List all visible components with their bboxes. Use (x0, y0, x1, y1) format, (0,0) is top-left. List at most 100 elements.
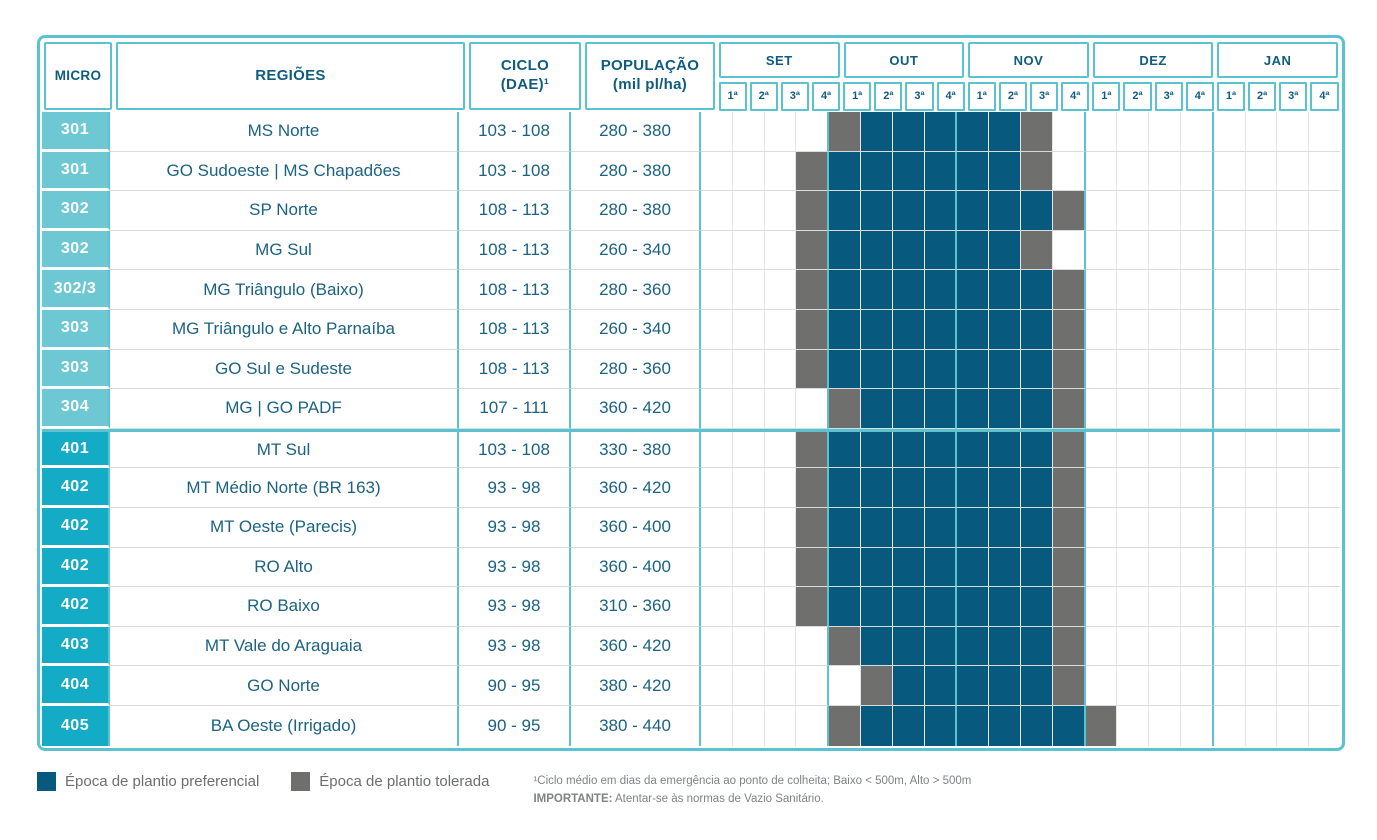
timeline-cell (1309, 152, 1340, 192)
timeline-cell (732, 587, 765, 627)
timeline-cell (924, 468, 958, 508)
timeline-cell (1180, 270, 1214, 310)
timeline-cell (1245, 112, 1278, 152)
timeline (701, 309, 1340, 350)
month-column-nov: NOV 1ª 2ª 3ª 4ª (966, 40, 1091, 112)
timeline-cell (1149, 191, 1181, 231)
timeline-cell (1052, 151, 1086, 192)
timeline-cell (1245, 309, 1278, 350)
timeline-cell (892, 431, 925, 469)
timeline-cell (957, 626, 990, 667)
timeline-cell (1052, 309, 1086, 350)
region-name: MT Oeste (Parecis) (110, 507, 459, 548)
ciclo-value: 93 - 98 (459, 468, 571, 508)
timeline-cell (1085, 349, 1118, 390)
week-label: 2ª (749, 81, 778, 111)
timeline-cell (1052, 587, 1086, 627)
timeline-cell (892, 112, 925, 152)
timeline-cell (1180, 626, 1214, 667)
timeline-cell (892, 270, 925, 310)
timeline-cell (732, 431, 765, 469)
ciclo-value: 103 - 108 (459, 431, 571, 469)
timeline-cell (924, 270, 958, 310)
timeline-cell (989, 587, 1021, 627)
timeline-cell (924, 626, 958, 667)
timeline-cell (924, 507, 958, 548)
timeline-cell (1245, 151, 1278, 192)
micro-code: 402 (42, 507, 110, 548)
week-label: 2ª (998, 81, 1027, 111)
timeline-cell (1213, 112, 1246, 152)
ciclo-value: 93 - 98 (459, 547, 571, 588)
timeline-cell (1085, 389, 1118, 429)
timeline-cell (1020, 151, 1053, 192)
populacao-value: 280 - 380 (571, 112, 701, 152)
timeline-cell (1149, 468, 1181, 508)
timeline-cell (989, 309, 1021, 350)
legend-item-tolerada: Época de plantio tolerada (291, 772, 489, 791)
weeks-row: 1ª 2ª 3ª 4ª (717, 80, 842, 112)
region-name: MG Triângulo e Alto Parnaíba (110, 309, 459, 350)
timeline-cell (924, 666, 958, 706)
timeline-cell (1020, 191, 1053, 231)
timeline-cell (796, 349, 830, 390)
timeline-cell (892, 389, 925, 429)
timeline-cell (989, 626, 1021, 667)
timeline (701, 349, 1340, 390)
timeline-cell (860, 587, 893, 627)
timeline-cell (924, 389, 958, 429)
micro-code: 302 (42, 230, 110, 271)
timeline-cell (732, 151, 765, 192)
timeline-cell (1213, 191, 1246, 231)
month-label: NOV (968, 42, 1089, 78)
populacao-value: 360 - 420 (571, 389, 701, 429)
timeline-cell (860, 270, 893, 310)
timeline-cell (924, 151, 958, 192)
week-label: 1ª (718, 81, 747, 111)
timeline-cell (1309, 587, 1340, 627)
timeline-cell (764, 626, 797, 667)
micro-code: 302/3 (42, 270, 110, 310)
timeline-cell (1020, 507, 1053, 548)
timeline (701, 230, 1340, 271)
header-ciclo: CICLO (DAE)¹ (469, 42, 581, 110)
timeline-cell (957, 349, 990, 390)
timeline-cell (1245, 507, 1278, 548)
timeline-cell (924, 547, 958, 588)
populacao-value: 260 - 340 (571, 309, 701, 350)
timeline-cell (764, 666, 797, 706)
region-name: GO Sul e Sudeste (110, 349, 459, 390)
timeline-cell (860, 230, 893, 271)
timeline-cell (1085, 151, 1118, 192)
populacao-value: 280 - 360 (571, 349, 701, 390)
note-importante-label: IMPORTANTE: (533, 793, 613, 806)
timeline-cell (1149, 705, 1181, 746)
timeline-cell (732, 626, 765, 667)
ciclo-value: 90 - 95 (459, 705, 571, 746)
region-name: RO Alto (110, 547, 459, 588)
header-ciclo-line1: CICLO (500, 57, 550, 75)
region-name: SP Norte (110, 191, 459, 231)
timeline-cell (764, 151, 797, 192)
populacao-value: 260 - 340 (571, 230, 701, 271)
timeline-cell (1052, 626, 1086, 667)
timeline-cell (957, 705, 990, 746)
timeline-cell (1277, 270, 1310, 310)
timeline-cell (796, 389, 830, 429)
legend-label: Época de plantio preferencial (65, 773, 260, 790)
ciclo-value: 93 - 98 (459, 626, 571, 667)
timeline-cell (1309, 270, 1340, 310)
timeline-cell (1213, 389, 1246, 429)
populacao-value: 310 - 360 (571, 587, 701, 627)
timeline-cell (892, 507, 925, 548)
timeline-cell (764, 349, 797, 390)
micro-code: 401 (42, 431, 110, 469)
timeline (701, 151, 1340, 192)
timeline-cell (924, 349, 958, 390)
timeline-cell (701, 191, 733, 231)
ciclo-value: 108 - 113 (459, 309, 571, 350)
timeline-cell (764, 191, 797, 231)
timeline-cell (829, 547, 861, 588)
timeline-cell (989, 666, 1021, 706)
notes: ¹Ciclo médio em dias da emergência ao po… (533, 772, 971, 809)
